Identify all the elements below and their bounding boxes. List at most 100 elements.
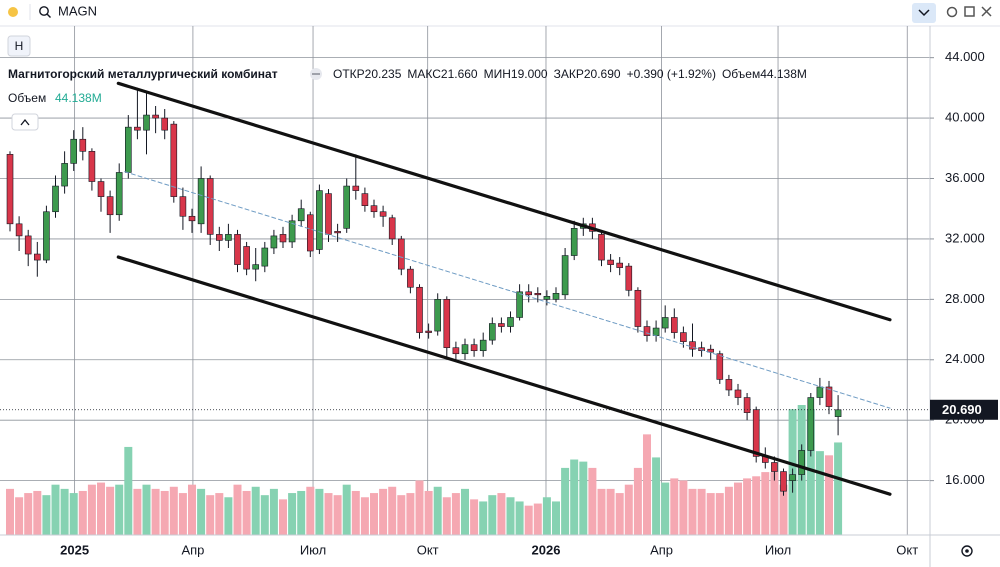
volume-bar — [743, 478, 752, 535]
volume-bar — [60, 488, 69, 535]
volume-bar — [51, 484, 60, 535]
toolbar — [0, 0, 1000, 26]
y-tick-label: 24.000 — [945, 351, 985, 366]
search-icon[interactable] — [39, 6, 51, 18]
close-icon[interactable] — [981, 6, 992, 17]
candle-body — [771, 462, 778, 472]
y-tick-label: 44.000 — [945, 49, 985, 64]
candle-body — [725, 379, 733, 391]
legend-low-value: 19.000 — [511, 67, 548, 81]
candle-body — [625, 265, 633, 291]
collapse-button[interactable] — [11, 113, 39, 131]
legend-open-value: 20.235 — [365, 67, 402, 81]
volume-bar — [297, 490, 306, 535]
volume-bar — [488, 495, 497, 535]
window-dot[interactable] — [8, 7, 18, 17]
volume-bar — [160, 490, 169, 535]
volume-bar — [752, 476, 761, 535]
volume-pane — [6, 405, 843, 535]
candle-body — [388, 217, 396, 240]
candle-body — [115, 172, 123, 216]
collapse-icon — [20, 118, 30, 126]
volume-bar — [697, 488, 706, 535]
candle-body — [34, 253, 41, 261]
interval[interactable]: Н — [15, 39, 24, 53]
candle-body — [498, 323, 505, 327]
y-tick-label: 40.000 — [945, 110, 985, 125]
drawings — [0, 81, 930, 496]
y-tick-label: 32.000 — [945, 230, 985, 245]
candle-body — [125, 126, 132, 173]
trend-line — [124, 171, 891, 409]
candle-body — [161, 117, 169, 131]
x-tick-label: Окт — [896, 542, 918, 557]
symbol[interactable]: MAGN — [58, 3, 97, 18]
volume-bar — [834, 442, 843, 535]
candle-body — [616, 262, 623, 268]
candle-body — [488, 323, 496, 341]
volume-bar — [824, 455, 833, 535]
y-tick-label: 36.000 — [945, 170, 985, 185]
maximize-icon[interactable] — [964, 6, 975, 17]
candle-body — [15, 223, 23, 237]
candle-body — [416, 286, 423, 333]
dropdown-button[interactable] — [912, 3, 936, 23]
candle-body — [516, 291, 523, 318]
candle-body — [143, 114, 150, 131]
candle-body — [379, 211, 387, 217]
volume-bar — [770, 472, 779, 535]
legend-high-label: МАКС — [407, 67, 441, 81]
candle-body — [507, 317, 514, 327]
interval-button[interactable] — [7, 35, 31, 57]
volume-bar — [97, 482, 106, 535]
axis-settings-icon[interactable] — [961, 545, 973, 557]
x-tick-label: Апр — [181, 542, 204, 557]
volume-bar — [806, 409, 815, 535]
candle-body — [425, 330, 432, 333]
candle-body — [361, 193, 369, 206]
candle-body — [79, 138, 87, 152]
candle-body — [352, 185, 360, 191]
candle-body — [825, 386, 833, 407]
volume-bar — [733, 482, 742, 535]
volume-bar — [415, 480, 424, 535]
legend-ohlc: ОТКР20.235 МАКС21.660 МИН19.000 ЗАКР20.690 +… — [333, 67, 807, 81]
candle-body — [443, 299, 451, 348]
candle-body — [61, 163, 68, 187]
volume-bar — [597, 488, 606, 535]
volume-bar — [206, 495, 215, 535]
volume-bar — [506, 497, 515, 535]
candle-body — [479, 339, 487, 352]
volume-bar — [224, 497, 233, 535]
candle-body — [789, 474, 796, 481]
axes: 44.00040.00036.00032.00028.00024.00020.0… — [60, 49, 998, 557]
volume-bar — [388, 486, 397, 535]
candle-body — [543, 296, 551, 300]
candle-body — [707, 348, 714, 353]
candle-body — [261, 247, 269, 267]
candle-body — [170, 123, 178, 197]
candle-body — [716, 353, 724, 380]
volume-bar — [715, 493, 724, 535]
candle-body — [134, 126, 141, 131]
legend-low-label: МИН — [484, 67, 511, 81]
volume-bar — [6, 488, 15, 535]
settings-icon[interactable] — [946, 6, 958, 18]
volume-bar — [542, 497, 551, 535]
volume-bar — [360, 497, 369, 535]
candle-body — [88, 151, 96, 182]
x-tick-label: Апр — [650, 542, 673, 557]
volume-bar — [115, 484, 124, 535]
volume-bar — [188, 484, 197, 535]
candle-body — [834, 409, 842, 417]
candle-body — [534, 293, 542, 296]
volume-bar — [260, 495, 269, 535]
x-tick-label: 2025 — [60, 542, 89, 557]
candle-body — [570, 228, 578, 256]
y-tick-label: 16.000 — [945, 472, 985, 487]
candle-body — [652, 327, 660, 336]
volume-bar — [670, 478, 679, 535]
candle-body — [152, 114, 159, 119]
volume-bar — [370, 493, 379, 535]
